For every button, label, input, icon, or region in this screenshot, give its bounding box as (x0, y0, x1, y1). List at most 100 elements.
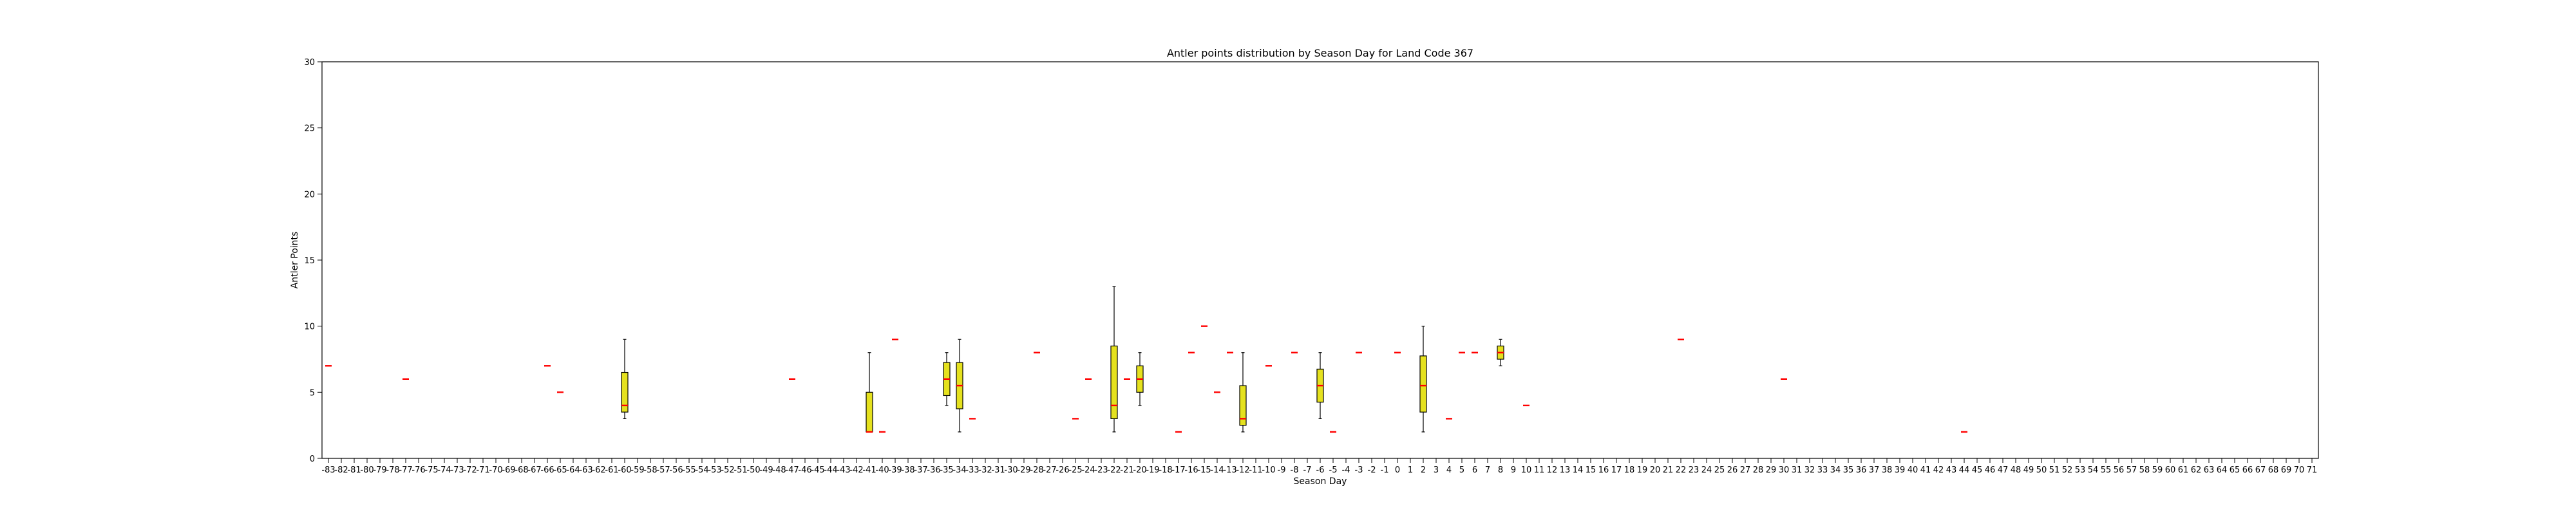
plot-frame (321, 61, 2319, 459)
x-tick-label: 54 (2088, 465, 2099, 475)
y-tick-label: 20 (304, 190, 315, 200)
x-tick-label: -28 (1030, 465, 1043, 475)
x-tick-label: -76 (412, 465, 425, 475)
x-tick-label: -45 (811, 465, 824, 475)
x-tick-label: 8 (1498, 465, 1503, 475)
x-tick-label: 63 (2204, 465, 2215, 475)
x-tick-label: 0 (1395, 465, 1400, 475)
x-tick-label: 12 (1547, 465, 1558, 475)
x-tick-label: 18 (1624, 465, 1635, 475)
x-tick-label: 71 (2307, 465, 2318, 475)
x-tick-label: 64 (2217, 465, 2228, 475)
x-tick-label: -72 (463, 465, 477, 475)
box-day-8 (1497, 339, 1504, 366)
x-tick-label: -1 (1381, 465, 1389, 475)
x-tick-label: -12 (1236, 465, 1249, 475)
x-tick-label: 23 (1689, 465, 1700, 475)
x-tick-label: -3 (1355, 465, 1363, 475)
x-tick-label: 50 (2036, 465, 2047, 475)
x-tick-label: 48 (2011, 465, 2022, 475)
x-tick-label: -35 (940, 465, 953, 475)
x-tick-label: 62 (2191, 465, 2202, 475)
x-tick-label: 10 (1521, 465, 1532, 475)
x-tick-label: 37 (1869, 465, 1880, 475)
x-tick-label: -41 (862, 465, 876, 475)
x-tick-label: 29 (1766, 465, 1777, 475)
x-tick-label: -13 (1223, 465, 1236, 475)
x-tick-label: 38 (1882, 465, 1893, 475)
chart-title: Antler points distribution by Season Day… (1167, 47, 1473, 59)
y-tick-label: 5 (310, 388, 315, 398)
x-tick-label: -48 (772, 465, 786, 475)
iqr-box (621, 371, 629, 413)
x-tick-label: -16 (1184, 465, 1198, 475)
x-tick-label: 22 (1676, 465, 1687, 475)
x-tick-label: 17 (1611, 465, 1622, 475)
x-tick-label: 59 (2152, 465, 2163, 475)
x-tick-label: 70 (2294, 465, 2305, 475)
x-tick-label: 55 (2101, 465, 2112, 475)
x-tick-label: 16 (1598, 465, 1609, 475)
x-tick-label: -57 (656, 465, 670, 475)
x-tick-label: -37 (914, 465, 927, 475)
x-tick-label: 15 (1586, 465, 1596, 475)
x-tick-label: 14 (1573, 465, 1584, 475)
x-tick-label: 53 (2075, 465, 2086, 475)
x-tick-label: 11 (1534, 465, 1545, 475)
box-day--6 (1316, 352, 1324, 420)
x-tick-label: 41 (1920, 465, 1931, 475)
x-tick-label: -61 (605, 465, 618, 475)
x-tick-label: -82 (334, 465, 348, 475)
x-tick-label: -33 (965, 465, 979, 475)
x-tick-label: -74 (437, 465, 451, 475)
x-tick-label: -18 (1159, 465, 1172, 475)
x-tick-label: -5 (1329, 465, 1338, 475)
x-tick-label: -54 (695, 465, 708, 475)
y-tick-label: 10 (304, 323, 315, 332)
x-tick-label: -51 (734, 465, 747, 475)
x-tick-label: 25 (1714, 465, 1725, 475)
x-tick-label: 32 (1804, 465, 1815, 475)
x-tick-label: 9 (1511, 465, 1516, 475)
x-tick-label: 31 (1792, 465, 1803, 475)
x-tick-label: -14 (1210, 465, 1224, 475)
x-tick-label: 20 (1650, 465, 1661, 475)
x-tick-label: -2 (1368, 465, 1376, 475)
x-tick-label: 47 (1998, 465, 2009, 475)
x-tick-label: -22 (1107, 465, 1121, 475)
x-tick-label: 36 (1856, 465, 1867, 475)
x-tick-label: 21 (1663, 465, 1674, 475)
y-tick-label: 15 (304, 256, 315, 266)
x-tick-label: -66 (540, 465, 554, 475)
x-tick-label: -23 (1094, 465, 1108, 475)
x-tick-label: 19 (1637, 465, 1648, 475)
x-tick-label: 13 (1560, 465, 1571, 475)
x-tick-label: 43 (1946, 465, 1957, 475)
x-tick-label: -17 (1171, 465, 1185, 475)
box-day--20 (1136, 352, 1144, 406)
x-tick-label: -11 (1249, 465, 1262, 475)
box-day--34 (956, 339, 963, 433)
x-tick-label: -70 (489, 465, 502, 475)
x-axis-title: Season Day (1294, 476, 1347, 487)
x-tick-label: 65 (2230, 465, 2240, 475)
x-tick-label: -63 (579, 465, 592, 475)
x-tick-label: -40 (875, 465, 889, 475)
box-day--35 (943, 352, 951, 406)
x-tick-label: 30 (1779, 465, 1790, 475)
box-day--41 (866, 352, 873, 433)
x-tick-label: 44 (1959, 465, 1970, 475)
box-day--12 (1239, 352, 1247, 433)
x-tick-label: 27 (1740, 465, 1751, 475)
x-tick-label: 52 (2062, 465, 2073, 475)
y-tick-label: 0 (310, 454, 315, 464)
box-day--60 (621, 339, 629, 420)
x-tick-label: -19 (1146, 465, 1159, 475)
x-tick-label: 61 (2178, 465, 2189, 475)
x-tick-label: 7 (1485, 465, 1490, 475)
plot-marks (325, 286, 1967, 433)
x-tick-label: -58 (643, 465, 657, 475)
x-tick-label: -34 (952, 465, 966, 475)
x-tick-label: 2 (1421, 465, 1426, 475)
y-tick-label: 30 (304, 58, 315, 68)
